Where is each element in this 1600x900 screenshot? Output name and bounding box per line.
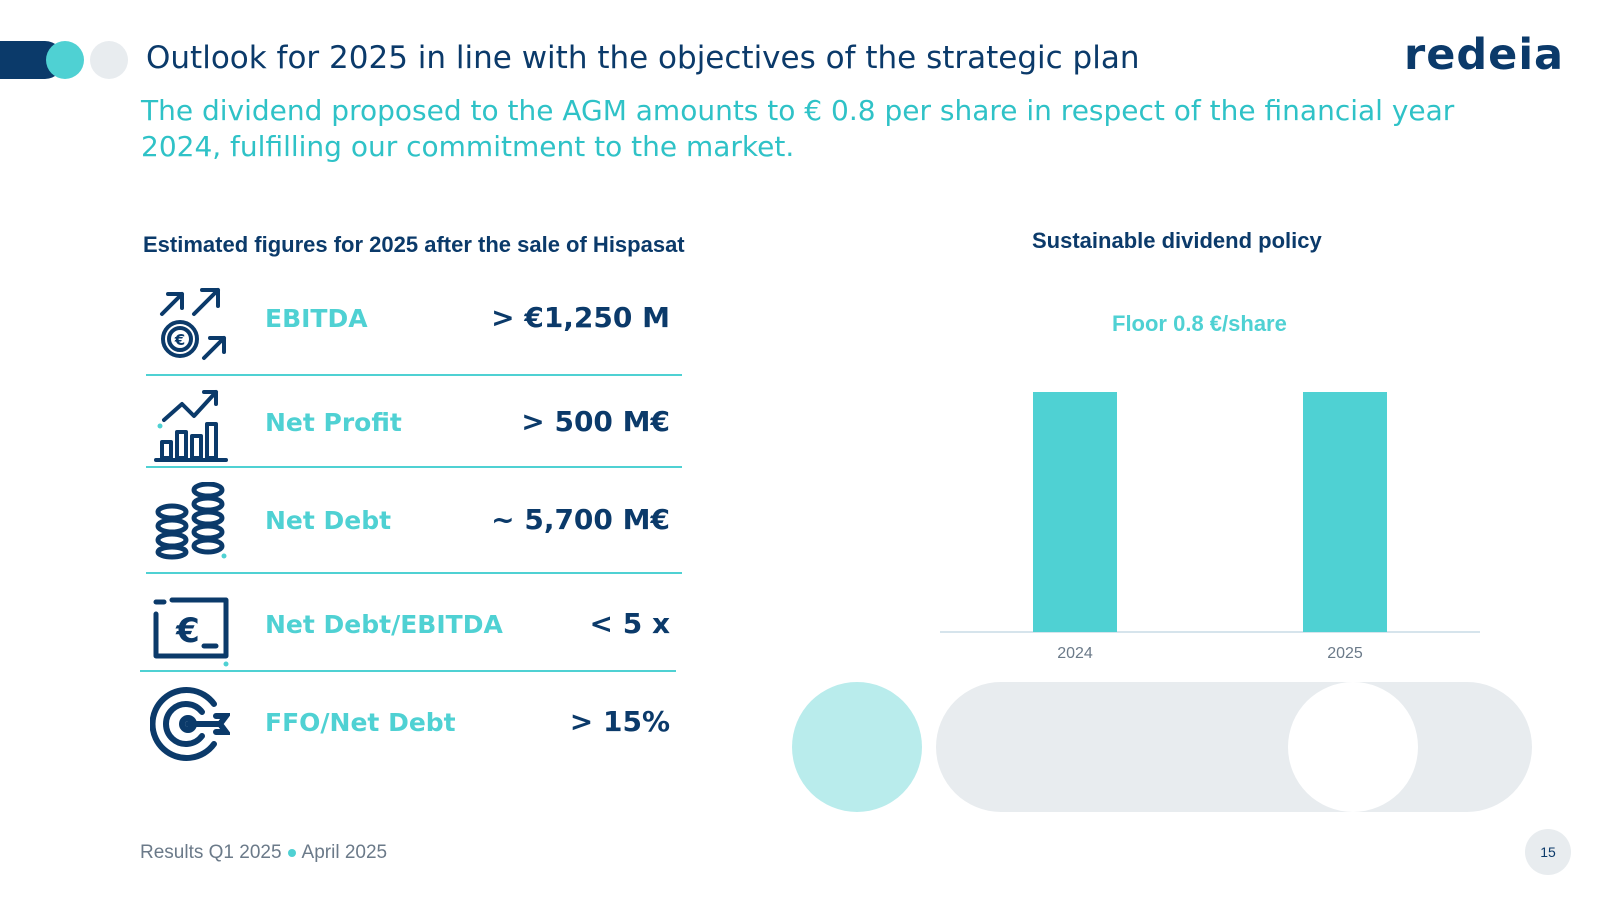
metric-value: > €1,250 M bbox=[491, 301, 670, 334]
footer-report: Results Q1 2025 bbox=[140, 842, 282, 863]
bar-2024 bbox=[1033, 392, 1117, 632]
metric-label: Net Profit bbox=[265, 408, 402, 437]
header-accent-dot-teal bbox=[46, 41, 84, 79]
footer-date: April 2025 bbox=[301, 842, 388, 863]
estimated-figures-heading: Estimated figures for 2025 after the sal… bbox=[143, 232, 685, 257]
footer-separator-dot bbox=[287, 848, 296, 857]
metric-net-debt: Net Debt ~ 5,700 M€ bbox=[140, 476, 675, 572]
divider bbox=[140, 670, 676, 672]
growth-arrows-euro-icon: € bbox=[160, 288, 226, 360]
dividend-policy-heading: Sustainable dividend policy bbox=[1032, 228, 1322, 253]
euro-card-icon: € bbox=[153, 597, 229, 667]
divider bbox=[146, 466, 682, 468]
svg-text:€: € bbox=[174, 331, 185, 349]
metric-ffo-net-debt: FFO/Net Debt > 15% bbox=[140, 680, 675, 770]
chart-title: Floor 0.8 €/share bbox=[1112, 311, 1287, 336]
metric-value: < 5 x bbox=[589, 607, 671, 640]
decor-pill-grey bbox=[936, 682, 1532, 812]
x-tick-label: 2024 bbox=[1057, 645, 1093, 662]
metric-value: ~ 5,700 M€ bbox=[491, 503, 670, 536]
svg-text:€: € bbox=[175, 611, 200, 651]
decor-circle-teal bbox=[792, 682, 922, 812]
page-subtitle: The dividend proposed to the AGM amounts… bbox=[141, 94, 1455, 163]
dividend-bar-chart: 2024 2025 bbox=[940, 392, 1480, 662]
bar-2025 bbox=[1303, 392, 1387, 632]
page-number: 15 bbox=[1525, 829, 1571, 875]
metric-label: EBITDA bbox=[265, 304, 368, 333]
x-tick-label: 2025 bbox=[1327, 645, 1363, 662]
divider bbox=[146, 572, 682, 574]
metric-label: Net Debt/EBITDA bbox=[265, 610, 503, 639]
coin-stacks-icon bbox=[155, 482, 227, 560]
header-accent-dot-grey bbox=[90, 41, 128, 79]
footer: Results Q1 2025 April 2025 bbox=[140, 842, 387, 864]
bar-chart-trend-icon bbox=[154, 390, 228, 462]
redeia-logo: redeia bbox=[1404, 30, 1565, 80]
page-title: Outlook for 2025 in line with the object… bbox=[146, 40, 1140, 76]
metric-net-debt-ebitda: € Net Debt/EBITDA < 5 x bbox=[140, 584, 675, 670]
metric-label: FFO/Net Debt bbox=[265, 708, 456, 737]
target-icon bbox=[150, 687, 230, 761]
metric-label: Net Debt bbox=[265, 506, 392, 535]
metric-value: > 500 M€ bbox=[521, 405, 670, 438]
divider bbox=[146, 374, 682, 376]
metric-value: > 15% bbox=[569, 705, 670, 738]
decor-circle-white bbox=[1288, 682, 1418, 812]
metric-ebitda: € EBITDA > €1,250 M bbox=[140, 282, 675, 366]
metric-net-profit: Net Profit > 500 M€ bbox=[140, 380, 675, 466]
